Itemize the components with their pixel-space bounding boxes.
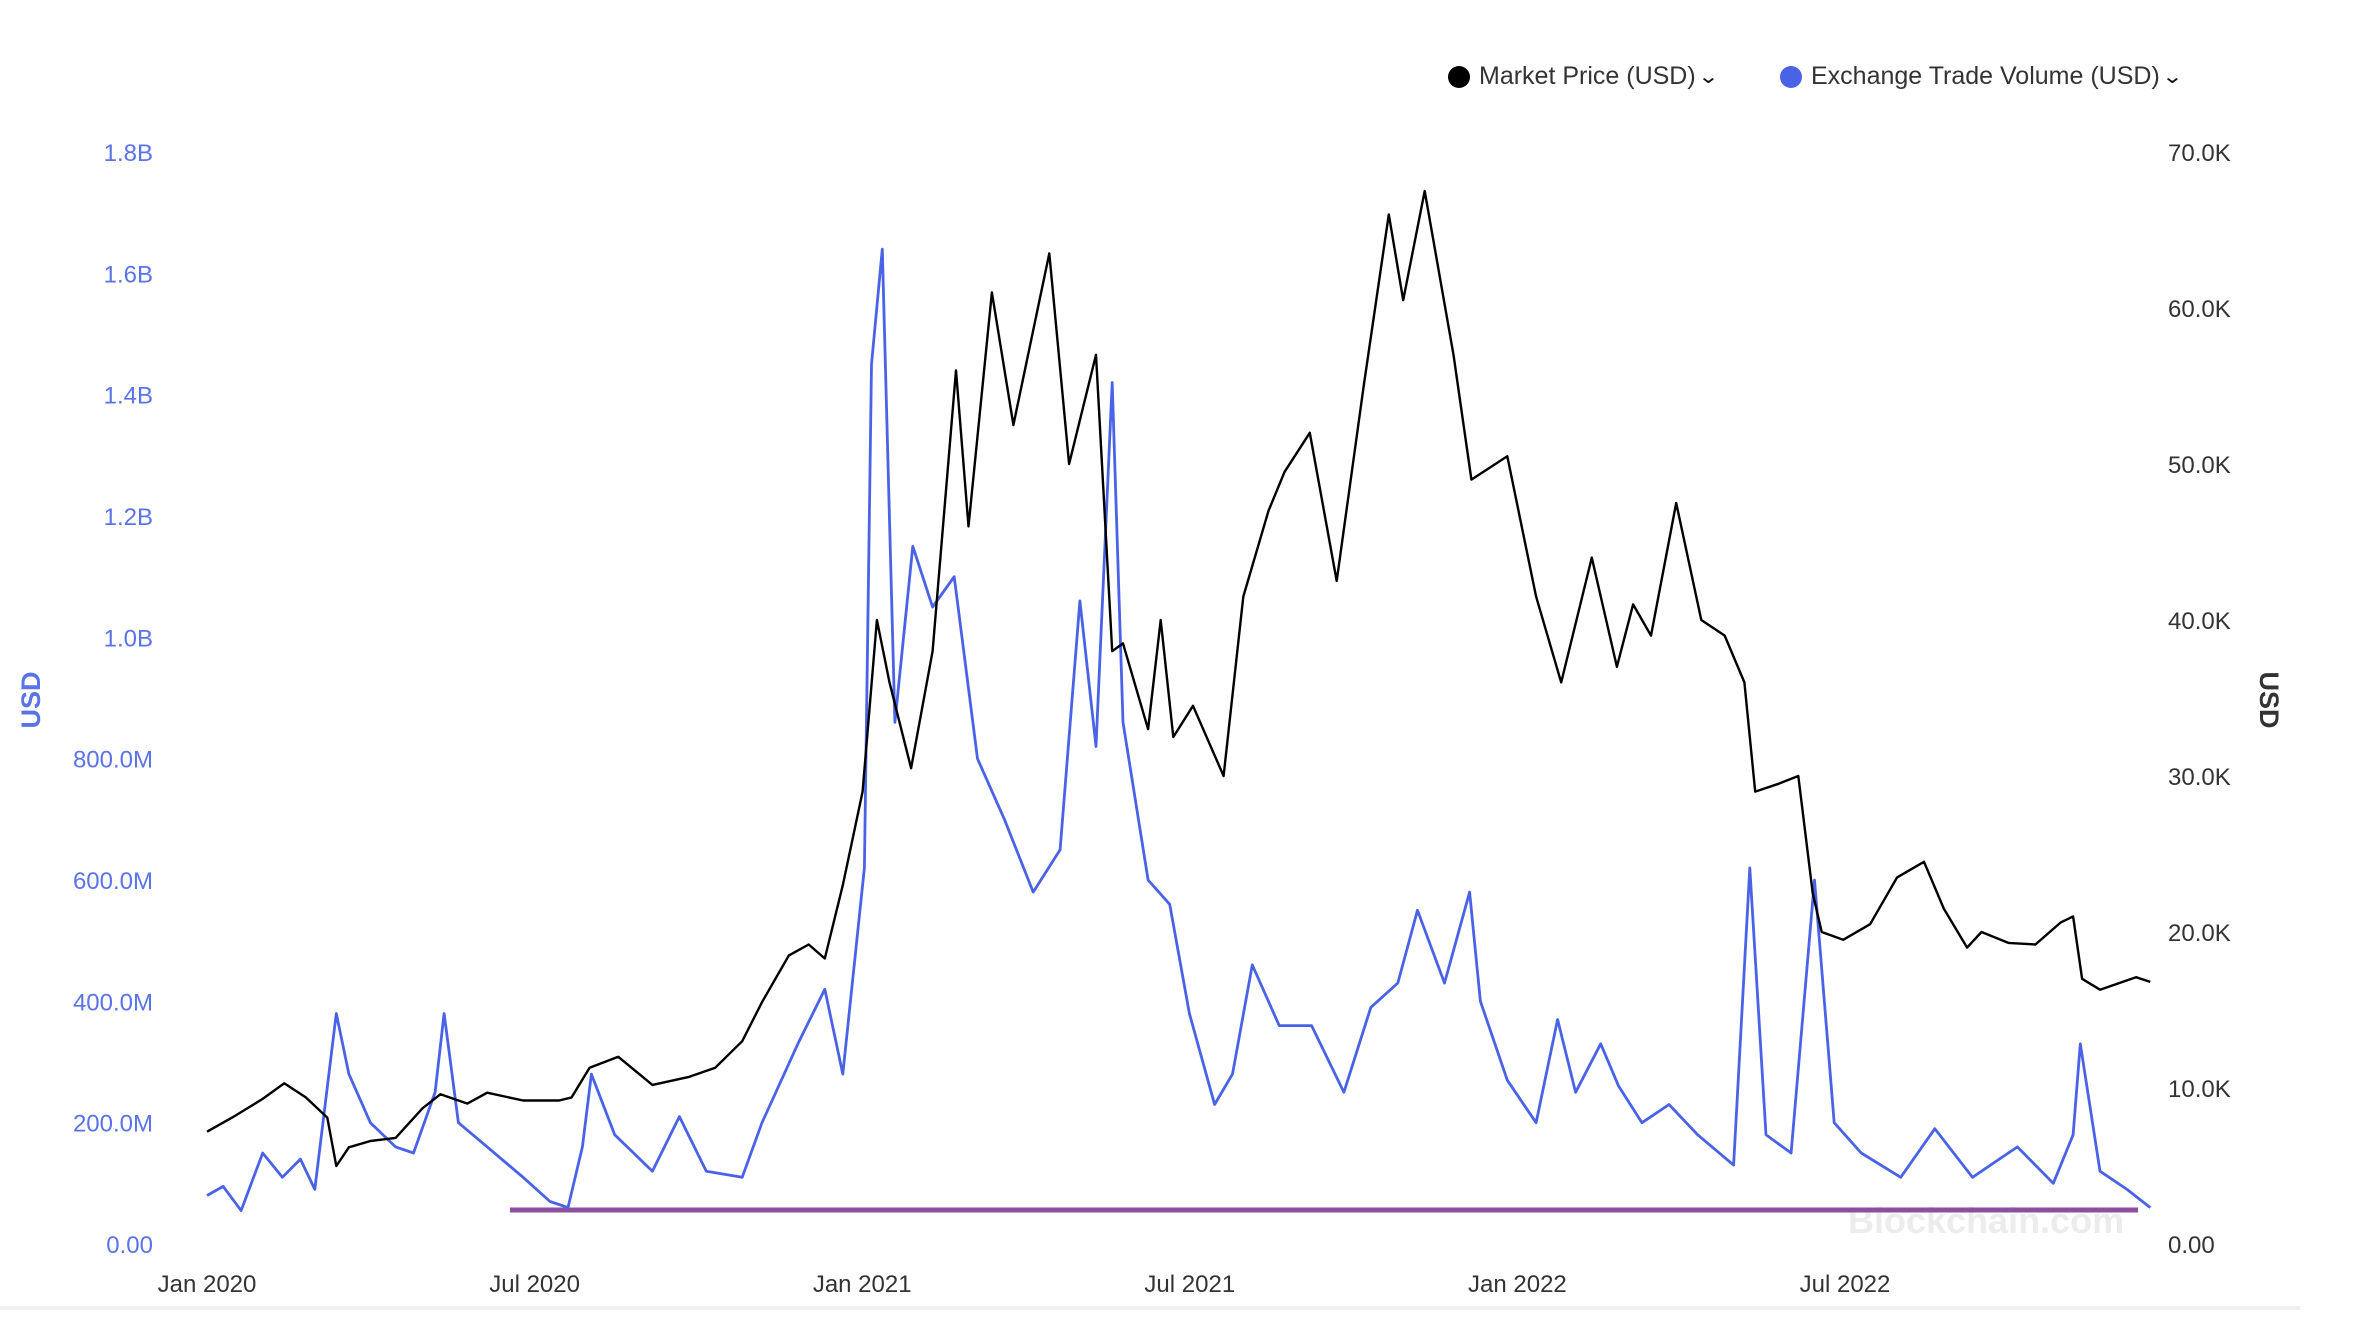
left-tick-label: 200.0M [73, 1111, 153, 1138]
x-tick-label: Jan 2020 [158, 1271, 257, 1298]
x-tick-label: Jan 2022 [1468, 1271, 1567, 1298]
right-tick-label: 40.0K [2168, 608, 2231, 635]
price-series-line [206, 189, 2151, 1168]
right-tick-label: 10.0K [2168, 1076, 2231, 1103]
left-tick-label: 0.00 [106, 1232, 153, 1259]
left-tick-label: 1.0B [104, 625, 153, 652]
x-axis: Jan 2020 Jul 2020 Jan 2021 Jul 2021 Jan 2022… [158, 1271, 1891, 1298]
price-dot-icon [1448, 65, 1470, 88]
volume-dot-icon [1780, 65, 1802, 88]
legend-price-label: Market Price (USD) [1479, 62, 1696, 90]
volume-series-line [206, 247, 2152, 1212]
right-tick-label: 0.00 [2168, 1232, 2215, 1259]
right-tick-label: 20.0K [2168, 920, 2231, 947]
left-tick-label: 400.0M [73, 989, 153, 1016]
right-tick-label: 70.0K [2168, 140, 2231, 167]
x-tick-label: Jul 2022 [1800, 1271, 1891, 1298]
left-tick-label: 1.4B [104, 383, 153, 410]
legend-item-price[interactable]: Market Price (USD) ⌄ [1448, 62, 1719, 91]
chevron-down-icon[interactable]: ⌄ [2161, 66, 2184, 88]
series-layer [206, 189, 2152, 1212]
left-axis: 0.00 200.0M 400.0M 600.0M 800.0M 1.0B 1.2B 1.4B… [73, 140, 153, 1259]
right-tick-label: 30.0K [2168, 764, 2231, 791]
right-tick-label: 50.0K [2168, 452, 2231, 479]
right-tick-label: 60.0K [2168, 296, 2231, 323]
bottom-divider [0, 1306, 2300, 1310]
right-axis: 0.00 10.0K 20.0K 30.0K 40.0K 50.0K 60.0K 70.0K [2168, 140, 2231, 1259]
watermark: Blockchain.com [1848, 1200, 2124, 1241]
legend-volume-label: Exchange Trade Volume (USD) [1811, 62, 2160, 90]
x-tick-label: Jan 2021 [813, 1271, 912, 1298]
right-axis-title: USD [2254, 671, 2284, 728]
left-tick-label: 1.2B [104, 504, 153, 531]
x-tick-label: Jul 2020 [489, 1271, 580, 1298]
legend-item-volume[interactable]: Exchange Trade Volume (USD) ⌄ [1780, 62, 2184, 91]
chevron-down-icon[interactable]: ⌄ [1697, 66, 1719, 88]
left-tick-label: 800.0M [73, 747, 153, 774]
left-tick-label: 1.8B [104, 140, 153, 167]
left-axis-title: USD [16, 671, 46, 728]
x-tick-label: Jul 2021 [1144, 1271, 1235, 1298]
left-tick-label: 600.0M [73, 868, 153, 895]
left-tick-label: 1.6B [104, 261, 153, 288]
